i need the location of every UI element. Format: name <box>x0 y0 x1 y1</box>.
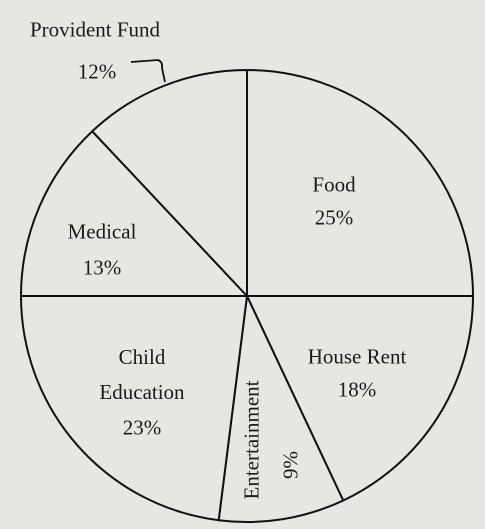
pie-slice <box>90 68 248 299</box>
category-label: Child Education <box>99 345 185 404</box>
category-label: House Rent <box>307 344 407 369</box>
value-label: 23% <box>122 415 162 440</box>
category-label: Entertainment <box>239 380 264 500</box>
value-label: 12% <box>77 59 117 84</box>
pie-slice <box>217 292 345 523</box>
pie-slice <box>19 295 249 522</box>
value-label: 9% <box>278 451 303 479</box>
category-label: Medical <box>67 219 137 244</box>
leader-line <box>130 59 166 83</box>
value-label: 13% <box>82 255 122 280</box>
category-label: Food <box>312 172 356 197</box>
value-label: 25% <box>314 205 354 230</box>
pie-slice <box>245 295 475 502</box>
pie-slice <box>19 129 250 297</box>
pie-slice <box>246 68 475 297</box>
value-label: 18% <box>337 377 377 402</box>
category-label: Provident Fund <box>29 17 161 42</box>
